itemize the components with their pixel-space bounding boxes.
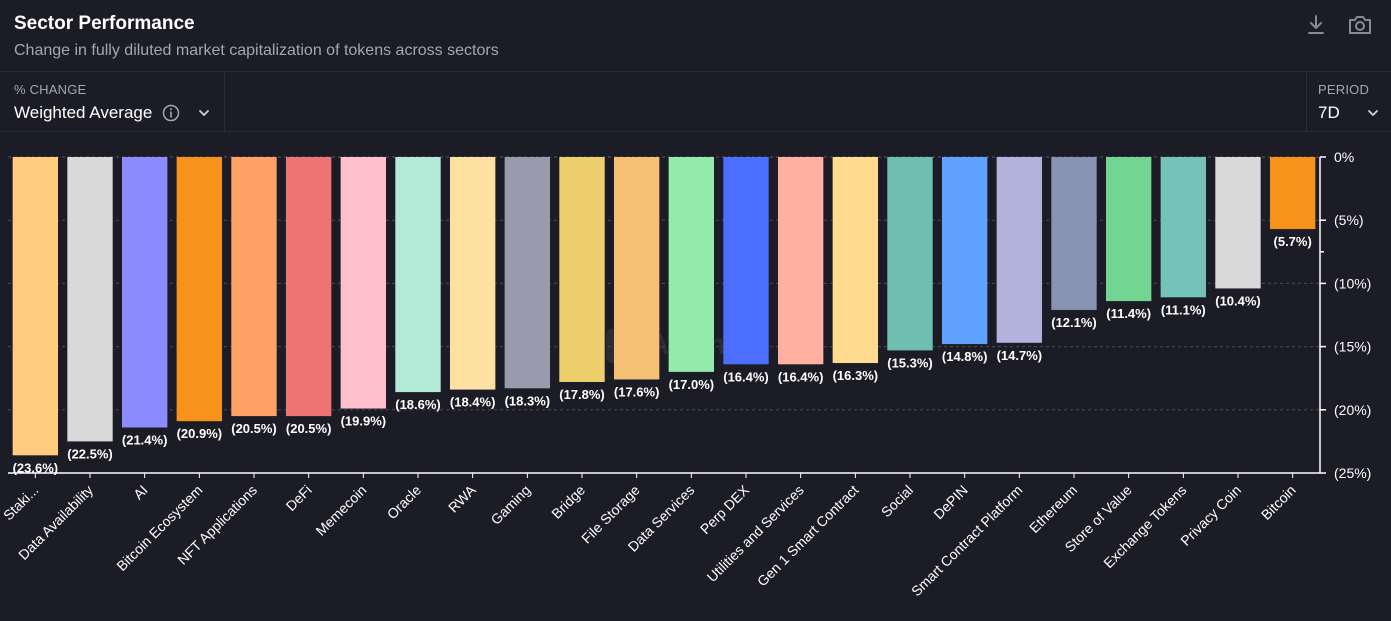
y-tick-label: (20%) <box>1334 402 1371 418</box>
data-label: (19.9%) <box>341 414 387 429</box>
category-label: Smart Contract Platform <box>908 482 1025 599</box>
category-label: Gen 1 Smart Contract <box>754 482 862 590</box>
grid-lines <box>8 156 1320 411</box>
camera-icon[interactable] <box>1347 12 1373 38</box>
bar[interactable] <box>941 157 988 345</box>
category-label: Bitcoin <box>1258 482 1299 523</box>
bar[interactable] <box>67 157 113 442</box>
bar[interactable] <box>723 157 769 365</box>
category-label: Memecoin <box>312 482 369 539</box>
data-label: (15.3%) <box>887 355 933 370</box>
data-label: (5.7%) <box>1274 234 1312 249</box>
data-label: (11.1%) <box>1161 302 1206 317</box>
data-label: (18.4%) <box>450 395 496 410</box>
y-tick-label: (25%) <box>1334 465 1371 481</box>
bar[interactable] <box>1160 157 1207 298</box>
chart-header: Sector Performance Change in fully dilut… <box>0 0 1391 72</box>
data-label: (20.9%) <box>177 426 223 441</box>
category-label: Ethereum <box>1026 482 1080 536</box>
metric-value: Weighted Average <box>14 103 153 122</box>
category-label: RWA <box>445 481 479 515</box>
bar[interactable] <box>996 157 1043 343</box>
data-label: (20.5%) <box>286 421 332 436</box>
y-tick-label: (5%) <box>1334 212 1364 228</box>
data-label: (12.1%) <box>1051 315 1097 330</box>
category-label: Gaming <box>487 482 533 528</box>
data-label: (17.0%) <box>669 377 715 392</box>
category-label: AI <box>130 482 151 503</box>
category-label: DePIN <box>930 482 970 522</box>
data-label: (16.3%) <box>833 368 879 383</box>
data-label: (16.4%) <box>778 369 824 384</box>
y-tick-label: 0% <box>1334 149 1354 165</box>
bar[interactable] <box>449 157 496 390</box>
data-label: (11.4%) <box>1106 306 1151 321</box>
bar[interactable] <box>340 157 387 409</box>
bar[interactable] <box>176 157 223 422</box>
period-dropdown[interactable]: PERIOD 7D <box>1306 72 1391 131</box>
chart-controls: % CHANGE Weighted Average PERIOD 7D <box>0 72 1391 132</box>
metric-label: % CHANGE <box>14 82 87 97</box>
data-label: (20.5%) <box>231 421 277 436</box>
bar[interactable] <box>777 157 824 365</box>
sector-bar-chart: (23.6%) (22.5%) (21.4%) (20.9%) (20.5%) (20.5… <box>0 149 1371 599</box>
bar[interactable] <box>1051 157 1097 310</box>
bar[interactable] <box>121 157 168 428</box>
bar[interactable] <box>504 157 551 389</box>
bars: (23.6%) (22.5%) (21.4%) (20.9%) (20.5%) (20.5… <box>13 157 1316 475</box>
category-label: Perp DEX <box>697 481 753 537</box>
bar[interactable] <box>285 157 332 417</box>
chevron-down-icon <box>196 105 212 126</box>
chevron-down-icon <box>1365 105 1381 126</box>
bar[interactable] <box>395 157 441 393</box>
download-icon[interactable] <box>1303 12 1329 38</box>
bar[interactable] <box>613 157 660 380</box>
data-label: (10.4%) <box>1215 293 1261 308</box>
bar[interactable] <box>12 157 59 456</box>
bar[interactable] <box>887 157 933 351</box>
y-tick-label: (15%) <box>1334 339 1371 355</box>
data-label: (14.7%) <box>997 348 1043 363</box>
bar[interactable] <box>668 157 715 372</box>
info-icon[interactable] <box>162 104 180 127</box>
data-label: (18.6%) <box>395 397 441 412</box>
data-label: (17.6%) <box>614 384 660 399</box>
category-label: Social <box>878 482 916 520</box>
data-label: (21.4%) <box>122 432 168 447</box>
bar[interactable] <box>231 157 277 417</box>
chart-subtitle: Change in fully diluted market capitaliz… <box>14 42 499 59</box>
y-axis: 0% (5%) (10%) (15%) (20%) (25%) <box>8 149 1371 481</box>
data-label: (18.3%) <box>505 393 551 408</box>
bar[interactable] <box>832 157 879 364</box>
category-label: Staki... <box>0 482 41 524</box>
data-label: (16.4%) <box>723 369 769 384</box>
bar[interactable] <box>559 157 605 382</box>
category-label: DeFi <box>283 482 315 514</box>
data-label: (23.6%) <box>13 460 59 475</box>
data-label: (14.8%) <box>942 349 988 364</box>
bar[interactable] <box>1105 157 1152 302</box>
period-label: PERIOD <box>1318 82 1370 97</box>
category-label: Oracle <box>384 482 425 523</box>
data-label: (17.8%) <box>559 387 605 402</box>
period-value: 7D <box>1318 103 1340 122</box>
category-label: Utilities and Services <box>704 482 807 585</box>
y-tick-label: (10%) <box>1334 275 1371 291</box>
chart-title: Sector Performance <box>14 13 195 34</box>
bar[interactable] <box>1269 157 1316 230</box>
category-label: Bridge <box>548 482 588 522</box>
bar[interactable] <box>1215 157 1261 289</box>
metric-dropdown[interactable]: % CHANGE Weighted Average <box>0 72 225 131</box>
data-label: (22.5%) <box>67 446 113 461</box>
